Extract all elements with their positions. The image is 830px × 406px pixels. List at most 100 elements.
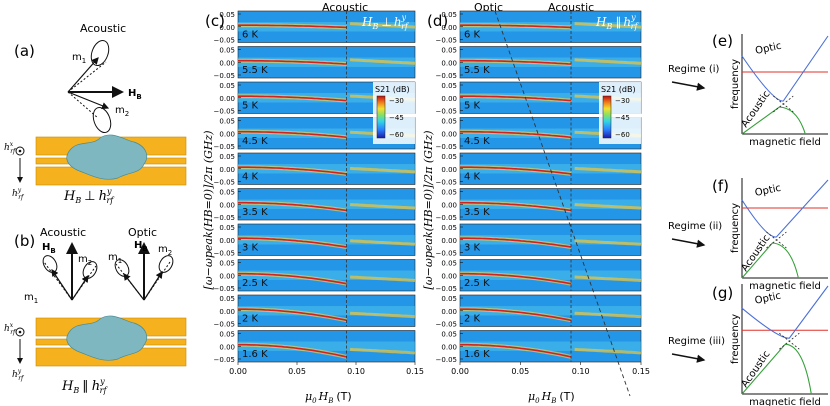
acoustic-label: Acoustic (739, 233, 772, 274)
mode-line (460, 24, 572, 29)
heatmap-band (238, 235, 415, 245)
heatmap-band (460, 235, 641, 245)
y-tick-label: 0.00 (441, 343, 457, 351)
y-tick-label: −0.05 (214, 250, 235, 258)
colorbar-tick-label: −45 (389, 114, 404, 122)
temperature-label: 6 K (464, 30, 481, 41)
mode-line (238, 130, 347, 139)
regime-name: Regime (i) (668, 64, 720, 75)
mode-line (460, 130, 572, 139)
acoustic-m1-vector (51, 269, 73, 301)
heatmap-d-1: 5.5 K 0.05 0.00 −0.05 (436, 46, 642, 80)
temperature-label: 5.5 K (464, 65, 490, 76)
panel-b-optic-label: Optic (128, 226, 157, 239)
regime-xlabel: magnetic field (749, 281, 821, 292)
heatmap-band (238, 164, 415, 174)
mode-line-after (574, 58, 642, 65)
mode-line (460, 95, 572, 102)
m1-precession-ellipse (90, 39, 110, 67)
flake (66, 134, 148, 180)
panel-c-inset: HB ⊥ hy rf (361, 13, 410, 31)
heatmap-c-9: 1.6 K 0.05 0.00 −0.05 (214, 330, 416, 364)
mode-line (460, 272, 572, 285)
heatmap-c-4: 4 K 0.05 0.00 −0.05 (214, 152, 416, 187)
y-tick-label: 0.05 (219, 260, 235, 268)
panel-a-caption: HB ⊥ hy rf (63, 187, 115, 205)
panel-d: (d) Optic Acoustic 6 K0.050.00−0.055.5 K… (422, 1, 650, 405)
regime-xlabel: magnetic field (749, 137, 821, 148)
y-tick-label: −0.05 (436, 250, 457, 258)
optic-hb-label: HB (134, 240, 148, 253)
regime-panel-0: (e) Regime (i) frequency magnetic field Opti… (668, 32, 829, 148)
acoustic-label: Acoustic (739, 349, 772, 390)
y-tick-label: 0.05 (219, 47, 235, 55)
mode-line (460, 201, 572, 212)
mode-line-after (574, 347, 642, 355)
mode-line (460, 166, 572, 175)
heatmap-c-8: 2 K 0.05 0.00 −0.05 (214, 294, 416, 329)
x-tick-label: 0.00 (451, 367, 469, 376)
panel-d-ylabel: [ω−ωpeak(HB=0)]/2π (GHz) (422, 130, 435, 289)
regime-panel-label: (e) (712, 32, 733, 50)
crossing-dash-2 (766, 231, 787, 249)
mode-line (238, 237, 347, 248)
mode-line (238, 343, 347, 358)
y-tick-label: −0.05 (436, 108, 457, 116)
mode-line (238, 59, 347, 65)
mode-line-after (350, 275, 416, 282)
heatmap-band (238, 270, 415, 280)
y-tick-label: −0.05 (436, 179, 457, 187)
regime-panel-1: (f) Regime (ii) frequency magnetic field Opt… (668, 177, 829, 292)
y-tick-label: 0.05 (441, 189, 457, 197)
m2-label: m2 (115, 105, 129, 118)
y-tick-label: 0.05 (219, 189, 235, 197)
temperature-label: 6 K (242, 30, 259, 41)
hrf-x-dot (18, 149, 22, 153)
temperature-label: 4.5 K (242, 136, 268, 147)
mode-line (238, 308, 347, 322)
hrf-y-label: hy rf (12, 187, 25, 201)
y-tick-label: 0.00 (219, 237, 235, 245)
acoustic-m1-ellipse (42, 255, 58, 273)
y-tick-label: −0.05 (436, 143, 457, 151)
colorbar-tick-label: −60 (615, 131, 630, 139)
mode-line (460, 343, 572, 358)
y-tick-label: 0.05 (441, 260, 457, 268)
mode-line (238, 272, 347, 285)
mode-line-after (350, 22, 416, 29)
m1-vector (67, 57, 99, 93)
optic-label: Optic (754, 291, 782, 307)
y-tick-label: −0.05 (436, 356, 457, 364)
y-tick-label: −0.05 (214, 214, 235, 222)
panel-c-label: (c) (205, 12, 225, 30)
temperature-label: 3 K (464, 243, 481, 254)
panel-c-xlabel: μ0 HB (T) (305, 390, 352, 405)
colorbar-tick-label: −30 (389, 97, 404, 105)
x-tick-label: 0.10 (572, 367, 590, 376)
regime-ylabel: frequency (730, 203, 741, 253)
mode-line-after (350, 166, 416, 174)
heatmap-c-6: 3 K 0.05 0.00 −0.05 (214, 223, 416, 258)
y-tick-label: 0.00 (441, 24, 457, 32)
colorbar-tick-label: −45 (615, 114, 630, 122)
mode-line (460, 59, 572, 65)
temperature-label: 3.5 K (464, 207, 490, 218)
acoustic-curve (741, 242, 799, 279)
colorbar-gradient (376, 95, 386, 139)
y-tick-label: 0.00 (219, 166, 235, 174)
y-tick-label: 0.05 (441, 11, 457, 19)
y-tick-label: 0.00 (441, 237, 457, 245)
acoustic-m2-label: m2 (78, 254, 92, 267)
regime-xlabel: magnetic field (749, 397, 821, 406)
heatmap-d-4: 4 K 0.05 0.00 −0.05 (436, 152, 642, 187)
regime-arrow (671, 353, 706, 363)
hb-label: HB (128, 88, 142, 101)
y-tick-label: 0.00 (219, 343, 235, 351)
x-tick-label: 0.15 (632, 367, 650, 376)
y-tick-label: 0.00 (219, 130, 235, 138)
temperature-label: 5 K (242, 101, 259, 112)
panel-d-inset: HB ∥ hy rf (595, 13, 639, 31)
panel-d-xlabel: μ0 HB (T) (528, 390, 575, 405)
temperature-label: 2 K (242, 314, 259, 325)
